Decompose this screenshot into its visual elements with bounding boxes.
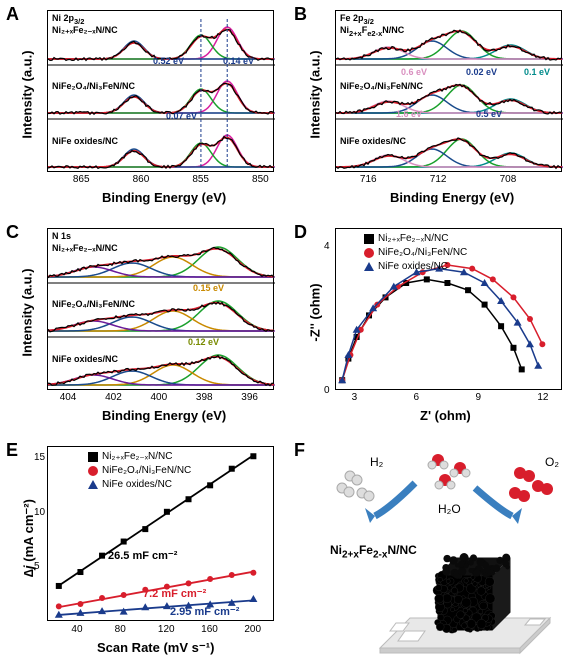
panel-a-label: A [6, 4, 19, 25]
panel-e-ytitle: ∆j (mA cm⁻²) [21, 483, 37, 593]
panel-a-ytitle: Intensity (a.u.) [20, 35, 35, 155]
panel-b-ytitle: Intensity (a.u.) [308, 35, 323, 155]
panel-a-ev1: 0.14 eV [223, 56, 254, 66]
panel-c-ev1: 0.12 eV [188, 337, 219, 347]
panel-b-xtitle: Binding Energy (eV) [390, 190, 514, 205]
panel-c-xtitle: Binding Energy (eV) [102, 408, 226, 423]
panel-a-sample0: Ni₂₊ₓFe₂₋ₓN/NC [52, 25, 118, 36]
panel-c-ytitle: Intensity (a.u.) [20, 253, 35, 373]
panel-d-xtitle: Z' (ohm) [420, 408, 471, 423]
panel-c-sample2: NiFe oxides/NC [52, 354, 118, 364]
panel-d-ytitle: -Z'' (ohm) [308, 273, 323, 353]
panel-e-legend0: Ni₂₊ₓFe₂₋ₓN/NC [88, 451, 172, 462]
panel-b-sample0: Ni2+xFe2-xN/NC [340, 25, 404, 38]
panel-c-chart: Ni₂₊ₓFe₂₋ₓN/NC NiFe₂O₄/Ni₃FeN/NC NiFe ox… [47, 228, 274, 390]
panel-b-ev2: 0.1 eV [524, 67, 550, 77]
arrow-left [375, 483, 415, 516]
panel-a: A Intensity (a.u.) Ni₂₊ₓFe₂₋ₓN/NC NiFe₂O… [2, 2, 284, 212]
panel-b-chart: Ni2+xFe2-xN/NC NiFe₂O₄/Ni₃FeN/NC NiFe ox… [335, 10, 562, 172]
panel-e-legend1: NiFe₂O₄/Ni₃FeN/NC [88, 465, 191, 476]
panel-a-region: Ni 2p3/2 [52, 13, 84, 26]
panel-f-label: F [294, 440, 305, 461]
panel-a-ev2: 0.07 eV [166, 111, 197, 121]
panel-d-legend1: NiFe₂O₄/Ni₃FeN/NC [364, 247, 467, 258]
arrow-right [475, 488, 512, 516]
panel-b-ev0: 0.6 eV [401, 67, 427, 77]
panel-b-ev3: 1.6 eV [396, 109, 422, 119]
panel-b-sample1: NiFe₂O₄/Ni₃FeN/NC [340, 81, 423, 91]
o2-molecules [509, 467, 553, 502]
panel-a-xtitle: Binding Energy (eV) [102, 190, 226, 205]
panel-d: D -Z'' (ohm) Ni₂₊ₓFe₂₋ₓN/NC NiFe₂O₄/Ni₃F… [290, 220, 572, 430]
panel-a-sample2: NiFe oxides/NC [52, 136, 118, 146]
panel-b: B Intensity (a.u.) Ni2+xFe2-xN/NC NiFe₂O… [290, 2, 572, 212]
panel-e-legend2: NiFe oxides/NC [88, 479, 172, 490]
panel-b-label: B [294, 4, 307, 25]
panel-d-label: D [294, 222, 307, 243]
panel-c: C Intensity (a.u.) Ni₂₊ₓFe₂₋ₓN/NC NiFe₂O… [2, 220, 284, 430]
h2-molecules [337, 471, 374, 501]
panel-c-sample1: NiFe₂O₄/Ni₃FeN/NC [52, 299, 135, 309]
panel-a-sample1: NiFe₂O₄/Ni₃FeN/NC [52, 81, 135, 91]
panel-c-label: C [6, 222, 19, 243]
h2o-molecules [428, 454, 470, 489]
panel-e-label: E [6, 440, 18, 461]
panel-b-ev4: 0.5 eV [476, 109, 502, 119]
panel-f-sample: Ni2+xFe2-xN/NC [330, 543, 417, 560]
panel-f: F H₂ H₂O O₂ [290, 438, 572, 663]
panel-c-sample0: Ni₂₊ₓFe₂₋ₓN/NC [52, 243, 118, 254]
panel-e: E ∆j (mA cm⁻²) Ni₂₊ₓFe₂₋ₓN/NC NiFe₂O₄/Ni… [2, 438, 284, 663]
panel-e-cdl0: 26.5 mF cm⁻² [108, 549, 177, 562]
panel-e-chart: Ni₂₊ₓFe₂₋ₓN/NC NiFe₂O₄/Ni₃FeN/NC NiFe ox… [47, 446, 274, 621]
panel-e-cdl1: 7.2 mF cm⁻² [143, 587, 206, 600]
panel-b-sample2: NiFe oxides/NC [340, 136, 406, 146]
panel-d-chart: Ni₂₊ₓFe₂₋ₓN/NC NiFe₂O₄/Ni₃FeN/NC NiFe ox… [335, 228, 562, 390]
panel-a-ev0: 0.52 eV [153, 56, 184, 66]
panel-d-legend2: NiFe oxides/NC [364, 261, 448, 272]
panel-d-legend0: Ni₂₊ₓFe₂₋ₓN/NC [364, 233, 448, 244]
panel-e-cdl2: 2.95 mF cm⁻² [170, 605, 239, 618]
o2-label: O₂ [545, 455, 559, 469]
panel-c-region: N 1s [52, 231, 71, 241]
h2-label: H₂ [370, 455, 384, 469]
h2o-label: H₂O [438, 502, 461, 516]
catalyst-cube [433, 553, 511, 633]
panel-b-ev1: 0.02 eV [466, 67, 497, 77]
panel-a-chart: Ni₂₊ₓFe₂₋ₓN/NC NiFe₂O₄/Ni₃FeN/NC NiFe ox… [47, 10, 274, 172]
panel-b-region: Fe 2p3/2 [340, 13, 374, 26]
panel-c-ev0: 0.15 eV [193, 283, 224, 293]
panel-e-xtitle: Scan Rate (mV s⁻¹) [97, 640, 214, 656]
